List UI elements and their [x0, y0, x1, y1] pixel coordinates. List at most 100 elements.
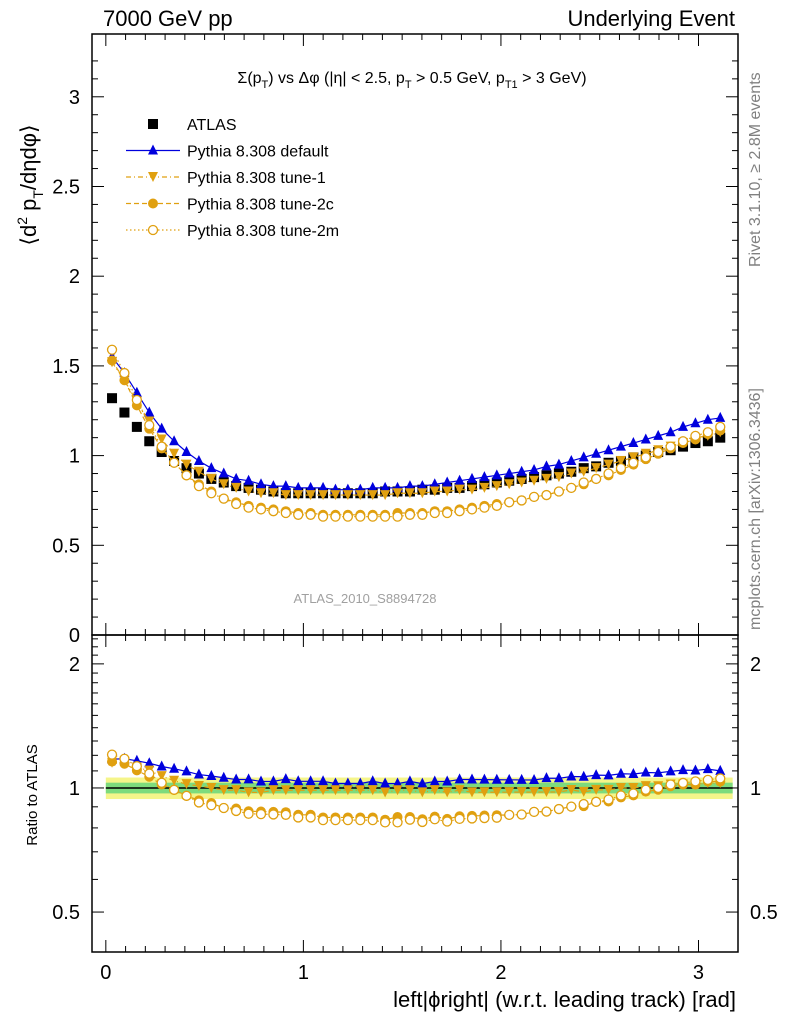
ratio-point — [715, 773, 726, 784]
data-point — [690, 430, 701, 442]
data-point — [330, 490, 341, 501]
ratio-point — [553, 803, 565, 815]
legend-marker — [148, 119, 158, 129]
ratio-point — [144, 757, 155, 768]
data-point — [678, 420, 689, 431]
ratio-point — [293, 812, 304, 823]
data-point — [255, 504, 267, 515]
data-point — [243, 474, 254, 485]
legend-marker — [148, 172, 158, 182]
y-axis-label-top: ⟨d2 pT/dηdφ⟩ — [14, 124, 46, 245]
ratio-point — [218, 785, 229, 796]
ratio-point — [342, 814, 354, 826]
data-point — [367, 481, 378, 492]
ratio-point — [615, 767, 626, 778]
ratio-point — [516, 773, 527, 784]
ratio-point — [156, 777, 167, 788]
data-point — [665, 441, 676, 452]
ratio-point — [330, 785, 341, 796]
ratio-point — [404, 814, 416, 825]
data-point — [218, 493, 229, 504]
data-point — [491, 500, 502, 511]
series-line — [111, 361, 721, 496]
ratio-point — [330, 814, 341, 826]
data-point — [342, 511, 354, 522]
ratio-point — [665, 779, 676, 790]
ratio-point — [479, 812, 490, 824]
header-right: Underlying Event — [567, 6, 735, 31]
ratio-point — [355, 777, 366, 788]
ratio-point — [380, 787, 391, 798]
data-point — [305, 490, 316, 501]
data-point — [107, 393, 118, 404]
legend-marker — [147, 224, 159, 236]
legend-entry: Pythia 8.308 tune-2c — [126, 197, 334, 214]
data-point — [591, 463, 602, 474]
data-point — [144, 436, 155, 447]
ratio-point — [243, 773, 254, 784]
data-point — [206, 488, 217, 499]
ratio-point — [578, 786, 589, 797]
ratio-point — [566, 801, 577, 812]
ratio-point — [417, 777, 428, 788]
ratio-point — [702, 774, 714, 786]
ratio-point — [504, 809, 515, 821]
data-point — [119, 407, 130, 418]
ratio-point — [231, 785, 242, 796]
data-point — [690, 417, 701, 428]
ratio-point — [206, 770, 217, 781]
data-point — [417, 509, 428, 520]
ratio-point — [665, 765, 676, 776]
data-point — [628, 437, 639, 448]
x-tick-label: 2 — [495, 962, 506, 984]
data-point — [702, 427, 714, 438]
data-point — [280, 480, 291, 491]
ratio-point — [715, 764, 726, 775]
data-point — [255, 488, 266, 499]
data-point — [516, 495, 527, 506]
ratio-point — [528, 806, 540, 818]
ratio-point — [305, 775, 316, 786]
ratio-point — [591, 784, 602, 795]
legend-entry: ATLAS — [148, 117, 237, 134]
y-tick-label-top: 0 — [69, 625, 80, 647]
ratio-point — [690, 764, 701, 775]
ratio-point — [491, 812, 502, 823]
mcplots-label: mcplots.cern.ch [arXiv:1306.3436] — [747, 388, 764, 630]
ratio-point — [255, 787, 266, 798]
data-point — [231, 498, 242, 510]
ratio-point — [491, 773, 502, 784]
data-point — [429, 507, 440, 519]
data-point — [603, 444, 614, 455]
ratio-point — [280, 773, 291, 784]
ratio-point — [131, 761, 143, 772]
data-point — [603, 468, 614, 479]
data-point — [442, 507, 453, 519]
data-point — [702, 413, 713, 424]
ratio-point — [541, 772, 552, 783]
data-point — [553, 472, 564, 483]
data-point — [404, 488, 415, 499]
data-point — [169, 448, 180, 459]
ratio-point — [653, 766, 664, 777]
ratio-point — [578, 798, 589, 810]
data-point — [442, 486, 453, 497]
ratio-point — [293, 785, 304, 796]
ratio-point — [392, 777, 403, 788]
data-point — [131, 421, 142, 432]
x-tick-label: 0 — [100, 962, 111, 984]
x-axis-label: left|ϕright| (w.r.t. leading track) [rad… — [393, 987, 736, 1012]
ratio-point — [653, 782, 664, 794]
data-point — [293, 509, 304, 520]
data-point — [541, 460, 552, 471]
data-point — [367, 490, 378, 501]
data-point — [156, 441, 167, 452]
series-line — [111, 360, 721, 516]
ratio-point — [454, 773, 465, 784]
ratio-point — [218, 802, 229, 814]
ratio-point — [504, 787, 515, 798]
data-point — [528, 491, 540, 503]
ratio-point — [628, 782, 639, 793]
data-point — [193, 466, 204, 477]
data-point — [293, 481, 304, 492]
